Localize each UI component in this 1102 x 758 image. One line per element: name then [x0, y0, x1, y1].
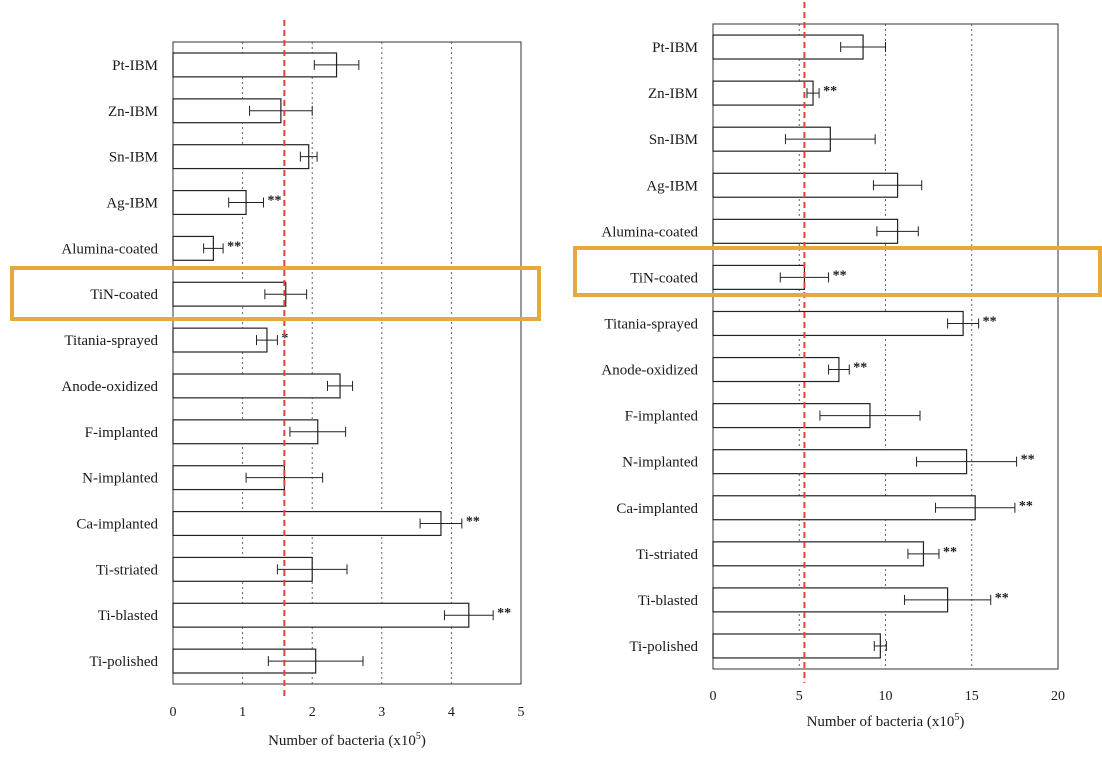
highlight-box	[10, 266, 541, 321]
x-tick-label: 0	[710, 689, 717, 704]
category-label: Ti-striated	[636, 547, 698, 563]
category-label: Anode-oxidized	[61, 379, 158, 395]
category-label: Ca-implanted	[616, 501, 698, 517]
plot-frame	[172, 41, 522, 685]
chart-panel-2: Pt-IBM Zn-IBM ** Sn-IBM Ag-IBM Alumina-coated…	[573, 2, 1102, 730]
bar-ca-implanted	[172, 510, 442, 537]
significance-marker: **	[943, 545, 957, 560]
category-label: Pt-IBM	[652, 40, 698, 56]
category-label: TiN-coated	[90, 287, 158, 303]
x-axis-label: Number of bacteria (x105)	[807, 712, 965, 730]
significance-marker: **	[983, 314, 997, 329]
significance-marker: *	[281, 331, 288, 346]
category-label: Ti-striated	[96, 562, 158, 578]
category-label: Alumina-coated	[61, 241, 158, 257]
significance-marker: **	[823, 84, 837, 99]
significance-marker: **	[1021, 453, 1035, 468]
category-label: Titania-sprayed	[64, 333, 158, 349]
bar-titania-sprayed	[712, 310, 964, 337]
bar-anode-oxidized	[172, 373, 341, 399]
x-tick-label: 2	[309, 705, 316, 720]
category-label: N-implanted	[82, 471, 158, 487]
significance-marker: **	[497, 606, 511, 621]
significance-marker: **	[995, 591, 1009, 606]
x-tick-label: 5	[518, 705, 525, 720]
x-tick-label: 4	[448, 705, 455, 720]
bar-ti-blasted	[172, 602, 470, 628]
x-tick-label: 20	[1051, 689, 1065, 704]
significance-marker: **	[853, 361, 867, 376]
category-label: F-implanted	[85, 425, 159, 441]
significance-marker: **	[227, 239, 241, 254]
category-label: Pt-IBM	[112, 58, 158, 74]
x-tick-label: 3	[378, 705, 385, 720]
x-tick-label: 5	[796, 689, 803, 704]
category-label: Ag-IBM	[106, 196, 158, 212]
bar-sn-ibm	[172, 144, 310, 170]
plot-frame	[712, 23, 1059, 670]
category-label: Sn-IBM	[649, 132, 698, 148]
category-label: Ti-blasted	[638, 593, 699, 609]
bar-ti-striated	[712, 541, 925, 567]
bar-anode-oxidized	[712, 356, 840, 383]
category-label: Ag-IBM	[646, 178, 698, 194]
category-label: Alumina-coated	[601, 224, 698, 240]
significance-marker: **	[267, 194, 281, 209]
x-axis-label: Number of bacteria (x105)	[268, 731, 426, 749]
x-tick-label: 0	[170, 705, 177, 720]
chart-panel-1: Pt-IBM Zn-IBM Sn-IBM Ag-IBM ** Alumina-coated…	[10, 20, 541, 749]
x-tick-label: 1	[239, 705, 246, 720]
x-tick-label: 10	[879, 689, 893, 704]
significance-marker: **	[833, 268, 847, 283]
highlight-box	[573, 246, 1102, 297]
bar-titania-sprayed	[172, 327, 268, 353]
bar-ti-polished	[712, 633, 881, 659]
category-label: Ti-polished	[89, 654, 158, 670]
category-label: Anode-oxidized	[601, 363, 698, 379]
category-label: Zn-IBM	[648, 86, 698, 102]
category-label: TiN-coated	[630, 270, 698, 286]
category-label: Ti-polished	[629, 639, 698, 655]
category-label: Ti-blasted	[98, 608, 159, 624]
category-label: Zn-IBM	[108, 104, 158, 120]
category-label: N-implanted	[622, 455, 698, 471]
significance-marker: **	[466, 515, 480, 530]
category-label: Ca-implanted	[76, 517, 158, 533]
category-label: Titania-sprayed	[604, 316, 698, 332]
x-tick-label: 15	[965, 689, 979, 704]
category-label: F-implanted	[625, 409, 699, 425]
bar-pt-ibm	[172, 52, 338, 78]
bar-zn-ibm	[712, 80, 814, 106]
category-label: Sn-IBM	[109, 150, 158, 166]
significance-marker: **	[1019, 499, 1033, 514]
